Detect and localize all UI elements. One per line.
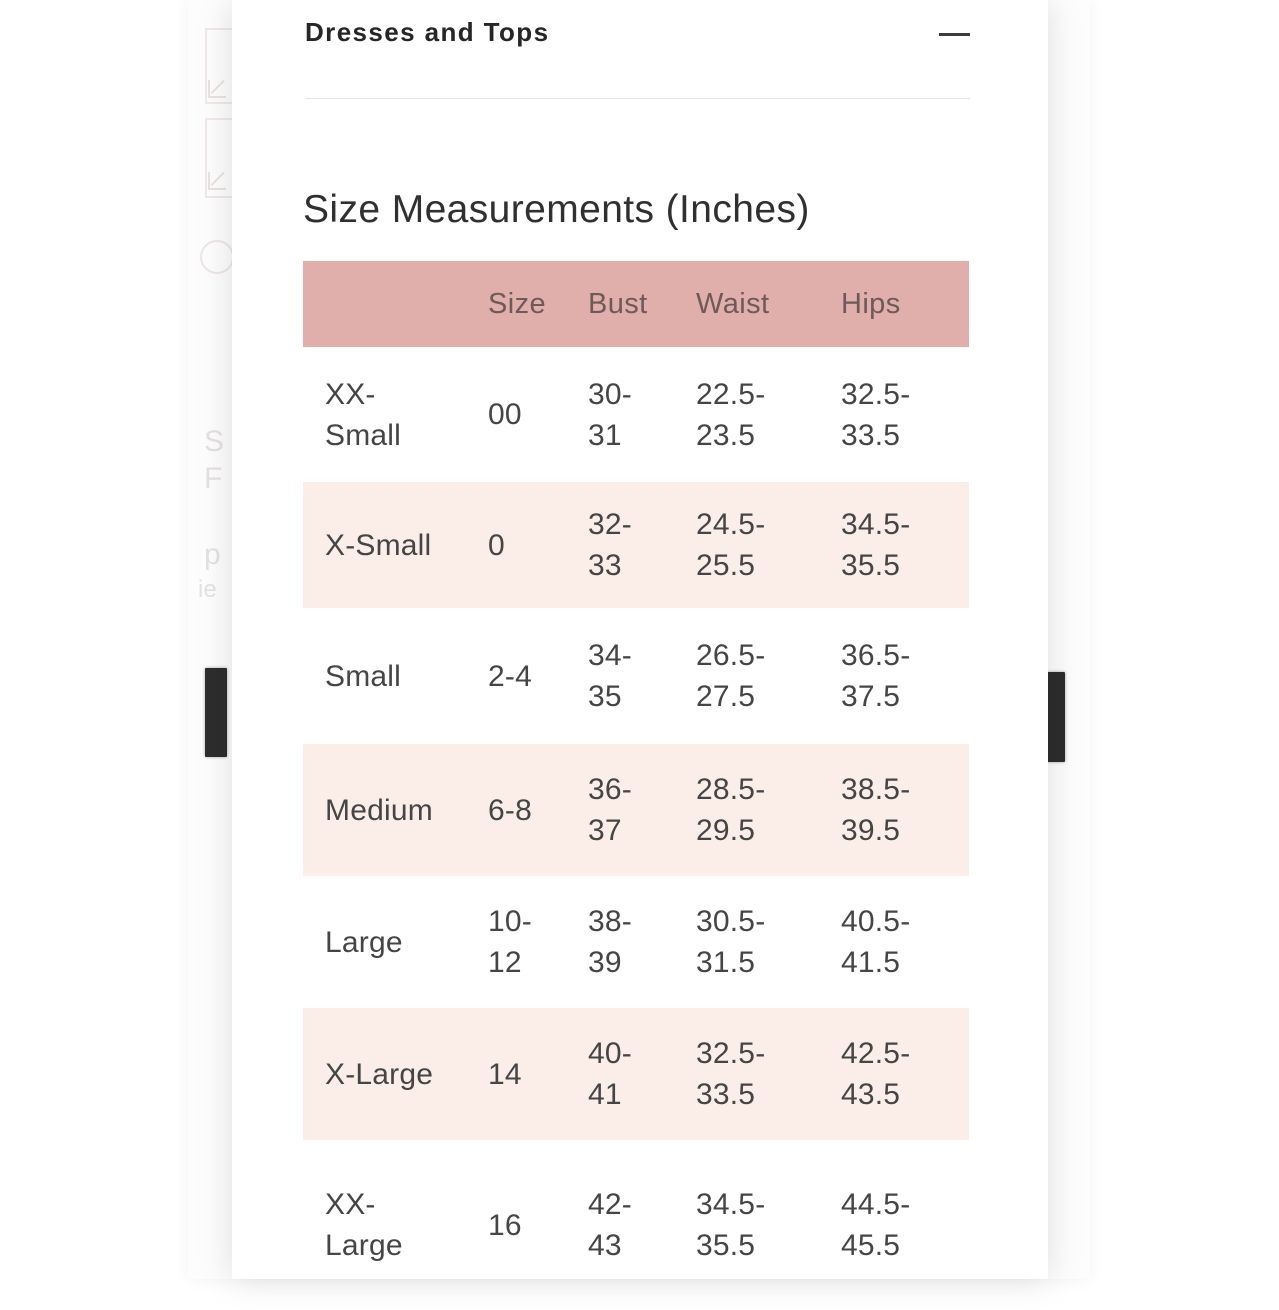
column-header-hips: Hips bbox=[841, 287, 901, 320]
table-header-row: Size Bust Waist Hips bbox=[303, 261, 969, 347]
cell-hips: 36.5- 37.5 bbox=[841, 639, 911, 713]
table-row: X-Large 14 40- 41 32.5- 33.5 42.5- 43.5 bbox=[303, 1008, 969, 1140]
cell-size: 0 bbox=[488, 528, 505, 562]
cell-hips: 34.5- 35.5 bbox=[841, 508, 911, 582]
cell-waist: 28.5- 29.5 bbox=[696, 773, 766, 847]
column-header-waist: Waist bbox=[696, 287, 770, 320]
cell-waist: 24.5- 25.5 bbox=[696, 508, 766, 582]
cell-waist: 22.5- 23.5 bbox=[696, 377, 766, 452]
cell-size: 2-4 bbox=[488, 659, 532, 693]
row-label: Large bbox=[325, 925, 403, 959]
minus-icon bbox=[938, 32, 970, 36]
background-button-edge bbox=[205, 668, 227, 757]
cell-bust: 34- 35 bbox=[588, 639, 632, 713]
table-row: XX- Large 16 42- 43 34.5- 35.5 44.5- 45.… bbox=[303, 1140, 969, 1310]
cell-hips: 38.5- 39.5 bbox=[841, 773, 911, 847]
collapse-button[interactable] bbox=[938, 18, 970, 50]
cell-waist: 32.5- 33.5 bbox=[696, 1037, 766, 1111]
cell-hips: 42.5- 43.5 bbox=[841, 1037, 911, 1111]
row-label: Medium bbox=[325, 793, 433, 827]
cell-size: 00 bbox=[488, 398, 522, 431]
cell-bust: 38- 39 bbox=[588, 905, 632, 979]
table-row: X-Small 0 32- 33 24.5- 25.5 34.5- 35.5 bbox=[303, 482, 969, 608]
cell-bust: 32- 33 bbox=[588, 508, 632, 582]
circle-icon bbox=[200, 240, 234, 274]
cell-waist: 30.5- 31.5 bbox=[696, 905, 766, 979]
cell-bust: 40- 41 bbox=[588, 1037, 632, 1111]
size-measurements-table: Size Bust Waist Hips XX- Small 00 30- 31… bbox=[303, 261, 969, 1310]
cell-size: 10- 12 bbox=[488, 905, 532, 979]
column-header-bust: Bust bbox=[588, 287, 648, 320]
cell-size: 14 bbox=[488, 1057, 522, 1091]
background-button-edge bbox=[1047, 672, 1065, 762]
row-label: Small bbox=[325, 659, 402, 693]
table-row: Large 10- 12 38- 39 30.5- 31.5 40.5- 41.… bbox=[303, 876, 969, 1008]
accordion-title: Dresses and Tops bbox=[305, 16, 550, 47]
background-text-fragment: S bbox=[204, 425, 225, 458]
table-row: Small 2-4 34- 35 26.5- 27.5 36.5- 37.5 bbox=[303, 608, 969, 744]
expand-arrow-icon bbox=[208, 172, 226, 190]
background-text-fragment: F bbox=[204, 462, 223, 495]
background-text-fragment: ie bbox=[198, 576, 217, 603]
table-row: XX- Small 00 30- 31 22.5- 23.5 32.5- 33.… bbox=[303, 347, 969, 482]
accordion-header-dresses-and-tops[interactable]: Dresses and Tops bbox=[305, 10, 970, 54]
row-label: X-Large bbox=[325, 1057, 434, 1091]
expand-arrow-icon bbox=[208, 80, 226, 98]
table-row: Medium 6-8 36- 37 28.5- 29.5 38.5- 39.5 bbox=[303, 744, 969, 876]
cell-hips: 32.5- 33.5 bbox=[841, 377, 911, 452]
cell-size: 16 bbox=[488, 1208, 522, 1242]
cell-hips: 44.5- 45.5 bbox=[841, 1188, 911, 1262]
row-label: X-Small bbox=[325, 528, 432, 562]
column-header-size: Size bbox=[488, 287, 547, 320]
cell-waist: 34.5- 35.5 bbox=[696, 1188, 766, 1262]
cell-size: 6-8 bbox=[488, 793, 532, 827]
cell-bust: 42- 43 bbox=[588, 1188, 632, 1262]
row-label: XX- Small bbox=[325, 377, 402, 452]
row-label: XX- Large bbox=[325, 1188, 403, 1262]
cell-waist: 26.5- 27.5 bbox=[696, 639, 766, 713]
background-text-fragment: p bbox=[204, 538, 221, 571]
cell-hips: 40.5- 41.5 bbox=[841, 905, 911, 979]
cell-bust: 36- 37 bbox=[588, 773, 632, 847]
divider bbox=[305, 98, 970, 99]
header-spacer bbox=[303, 261, 463, 347]
section-title: Size Measurements (Inches) bbox=[303, 188, 810, 231]
size-guide-drawer: Dresses and Tops Size Measurements (Inch… bbox=[232, 0, 1048, 1279]
cell-bust: 30- 31 bbox=[588, 377, 632, 452]
